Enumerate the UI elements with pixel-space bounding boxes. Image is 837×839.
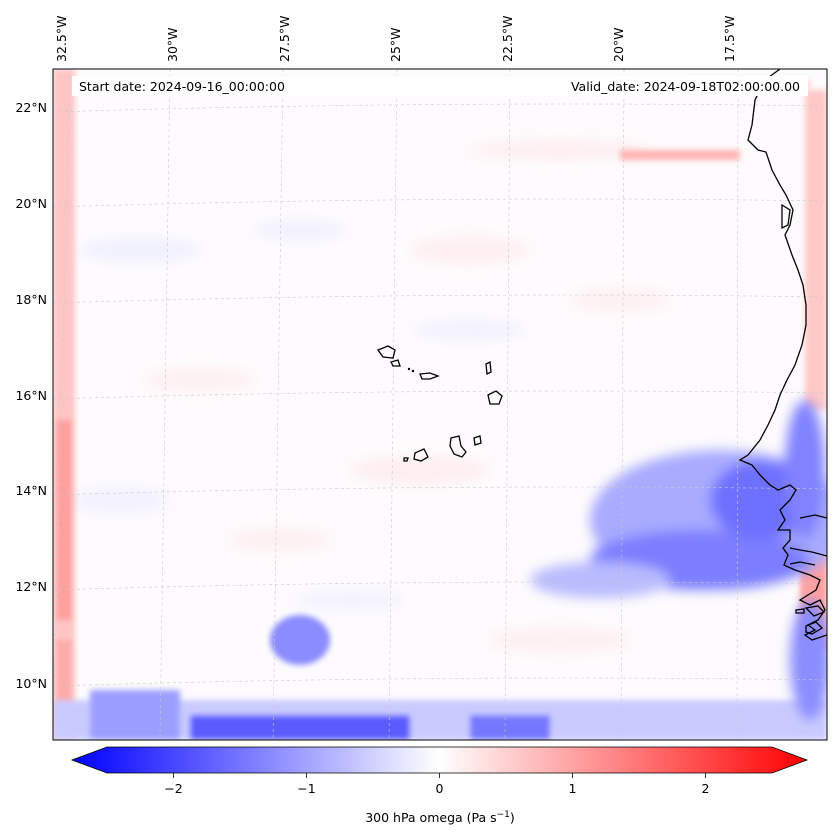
- map-panel: Start date: 2024-09-16_00:00:00 Valid_da…: [52, 68, 828, 741]
- colorbar-tick-label: −1: [297, 781, 315, 796]
- lat-label: 14°N: [15, 483, 47, 498]
- lon-label: 22.5°W: [500, 16, 515, 62]
- colorbar-label-sup: −1: [497, 810, 510, 820]
- colorbar-label-close: ): [510, 810, 515, 825]
- colorbar: −2 −1 0 1 2 300 hPa omega (Pa s−1): [70, 746, 809, 825]
- lat-label: 16°N: [15, 388, 47, 403]
- lat-label: 18°N: [15, 292, 47, 307]
- lon-label: 27.5°W: [277, 16, 292, 62]
- map-frame: [52, 68, 828, 741]
- graticule: [53, 69, 827, 740]
- colorbar-tick-label: 2: [702, 781, 710, 796]
- omega-field: [53, 69, 827, 740]
- start-date-label: Start date: 2024-09-16_00:00:00: [79, 79, 285, 94]
- coastline: [376, 69, 827, 641]
- longitude-labels: 32.5°W 30°W 27.5°W 25°W 22.5°W 20°W 17.5…: [54, 16, 737, 62]
- lat-label: 22°N: [15, 100, 47, 115]
- lon-label: 20°W: [611, 27, 626, 62]
- lat-label: 10°N: [15, 676, 47, 691]
- lon-label: 30°W: [165, 27, 180, 62]
- header-strip: [72, 76, 808, 96]
- colorbar-label-main: 300 hPa omega (Pa s: [365, 810, 496, 825]
- colorbar-label: 300 hPa omega (Pa s−1): [365, 810, 515, 825]
- colorbar-tick-label: 0: [436, 781, 444, 796]
- valid-date-label: Valid_date: 2024-09-18T02:00:00.00: [571, 79, 800, 94]
- colorbar-tick-label: −2: [164, 781, 182, 796]
- lat-label: 12°N: [15, 579, 47, 594]
- lon-label: 25°W: [388, 27, 403, 62]
- colorbar-ticks: −2 −1 0 1 2: [164, 773, 709, 796]
- map-background: [53, 69, 827, 740]
- lon-label: 32.5°W: [54, 16, 69, 62]
- lat-label: 20°N: [15, 196, 47, 211]
- colorbar-tick-label: 1: [569, 781, 577, 796]
- lon-label: 17.5°W: [722, 16, 737, 62]
- colorbar-gradient: [70, 746, 809, 774]
- latitude-labels: 22°N 20°N 18°N 16°N 14°N 12°N 10°N: [15, 100, 47, 691]
